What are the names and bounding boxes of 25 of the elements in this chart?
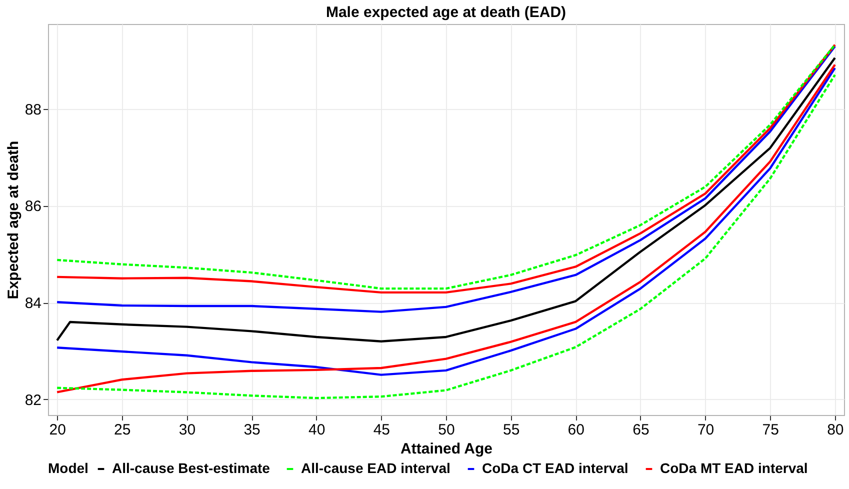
x-tick-label: 65 (632, 422, 650, 438)
x-tick-label: 40 (308, 422, 326, 438)
x-tick-label: 80 (827, 422, 844, 438)
x-tick-label: 35 (244, 422, 260, 438)
x-tick-label: 75 (762, 422, 779, 438)
legend-label: All-cause EAD interval (301, 460, 450, 476)
x-tick-label: 25 (114, 422, 131, 438)
x-axis-title: Attained Age (400, 440, 492, 458)
chart-title: Male expected age at death (EAD) (326, 4, 566, 21)
x-tick-label: 50 (438, 422, 455, 438)
x-tick-label: 70 (697, 422, 714, 438)
y-axis-title: Expected age at death (4, 140, 22, 300)
y-tick-label: 86 (24, 198, 42, 216)
y-tick-label: 82 (24, 392, 42, 409)
legend-title: Model (48, 460, 88, 476)
x-tick-label: 55 (502, 422, 520, 438)
y-tick-label: 88 (24, 101, 42, 118)
y-tick-label: 84 (24, 295, 42, 312)
legend-label: CoDa CT EAD interval (482, 460, 628, 476)
legend-label: CoDa MT EAD interval (660, 460, 808, 476)
x-tick-label: 45 (373, 422, 390, 438)
x-tick-label: 60 (568, 422, 584, 438)
x-tick-label: 20 (49, 422, 66, 438)
x-tick-label: 30 (178, 422, 196, 438)
legend-label: All-cause Best-estimate (112, 460, 270, 476)
